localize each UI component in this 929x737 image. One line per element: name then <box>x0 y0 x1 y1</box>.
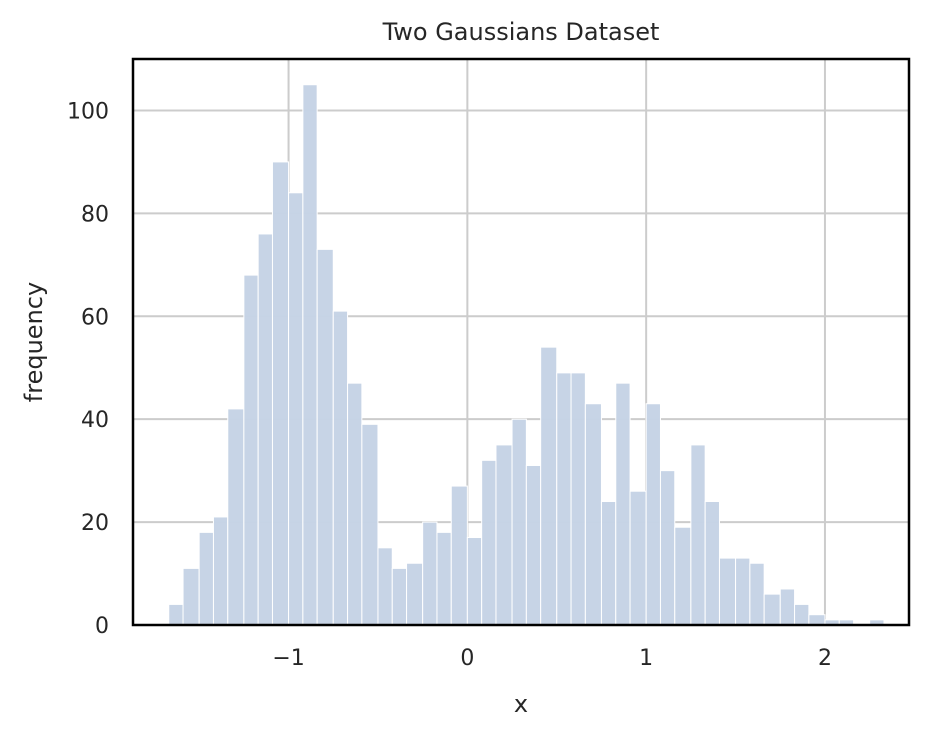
histogram-bar <box>302 84 318 626</box>
y-tick-label: 20 <box>81 511 109 536</box>
y-tick-label: 40 <box>81 408 109 433</box>
histogram-bar <box>422 521 438 626</box>
histogram-bar <box>584 403 602 626</box>
histogram-bar <box>540 346 558 626</box>
histogram-bar <box>690 444 706 626</box>
histogram-bar <box>406 562 424 626</box>
histogram-bar <box>556 372 572 626</box>
y-tick-label: 80 <box>81 202 109 227</box>
histogram-bars <box>168 84 885 626</box>
histogram-bar <box>659 470 676 626</box>
histogram-bar <box>450 485 468 626</box>
histogram-bar <box>600 501 617 626</box>
histogram-bar <box>182 567 200 626</box>
histogram-bar <box>257 233 273 626</box>
histogram-bar <box>243 274 259 626</box>
histogram-bar <box>645 403 661 626</box>
axes-frame <box>131 57 911 627</box>
histogram-bar <box>391 567 408 626</box>
x-tick-label: −1 <box>272 646 304 671</box>
x-tick-label: 0 <box>460 646 474 671</box>
histogram-bar <box>615 382 631 626</box>
histogram-bar <box>674 526 692 626</box>
histogram-bar <box>718 557 737 626</box>
histogram-bar <box>808 614 826 626</box>
x-tick-label: 1 <box>639 646 653 671</box>
histogram-bar <box>466 537 483 626</box>
histogram-bar <box>316 248 334 626</box>
histogram-bar <box>332 310 349 626</box>
y-axis-title: frequency <box>20 282 48 402</box>
histogram-bar <box>227 408 245 626</box>
histogram-bar <box>749 562 765 626</box>
histogram-bar <box>629 490 647 626</box>
histogram-bar <box>212 516 229 626</box>
x-axis-title: x <box>514 690 528 718</box>
x-tick-label: 2 <box>818 646 832 671</box>
histogram-bar <box>735 557 751 626</box>
histogram-bar <box>436 531 452 626</box>
histogram-bar <box>288 192 304 626</box>
histogram-bar <box>481 459 497 626</box>
chart-title: Two Gaussians Dataset <box>382 18 660 46</box>
histogram-bar <box>377 547 393 626</box>
histogram-bar <box>271 161 290 626</box>
histogram-bar <box>198 531 214 626</box>
histogram-bar <box>794 603 810 626</box>
y-tick-label: 0 <box>95 614 109 639</box>
histogram-bar <box>763 593 781 626</box>
histogram-bar <box>704 501 720 626</box>
histogram-bar <box>168 603 184 626</box>
histogram-bar <box>495 444 513 626</box>
histogram-bar <box>779 588 796 626</box>
y-tick-label: 100 <box>67 99 109 124</box>
histogram-bar <box>570 372 586 626</box>
histogram-bar <box>525 464 542 626</box>
histogram-bar <box>361 423 379 626</box>
histogram-bar <box>511 418 527 626</box>
histogram-bar <box>347 382 363 626</box>
y-tick-label: 60 <box>81 305 109 330</box>
